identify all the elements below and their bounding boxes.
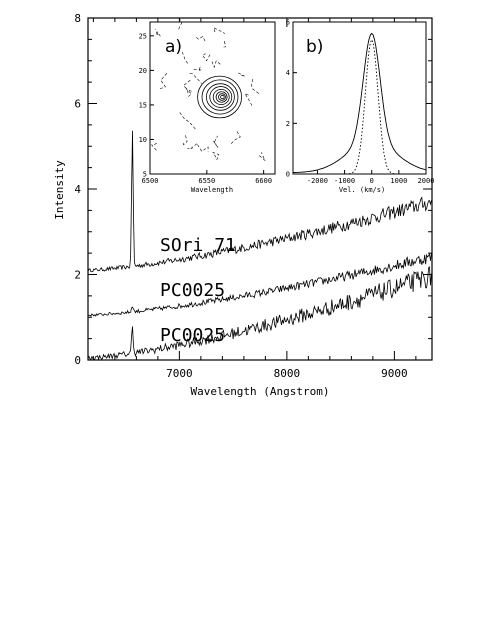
inset-b-panel-label: b) <box>306 37 323 57</box>
y-tick-label: 8 <box>74 12 81 25</box>
noise-contour <box>251 78 259 94</box>
inset-a-frame <box>149 21 276 175</box>
contour-level <box>201 79 239 115</box>
noise-contour <box>185 88 192 99</box>
noise-contour <box>187 143 198 149</box>
inset-a-y-tick-label: 15 <box>139 101 147 109</box>
contour-level <box>209 86 233 108</box>
inset-b-y-tick-label: 0 <box>286 171 290 179</box>
main-labels: SOri 71 PC0025 PC0025 <box>160 235 236 346</box>
noise-contour <box>150 142 158 152</box>
noise-contour <box>177 16 183 30</box>
inset-b-x-tick-label: 0 <box>370 177 374 185</box>
inset-b-x-tick-label: -2000 <box>307 177 328 185</box>
velocity-profile-instrumental <box>293 38 426 175</box>
contour-level <box>212 89 230 106</box>
inset-a-content: 6500 6550 6600 5 10 15 20 25 <box>139 16 272 185</box>
inset-b-y-tick-label: 2 <box>286 120 290 128</box>
noise-contour <box>155 28 161 37</box>
y-axis-label: Intensity <box>53 160 66 220</box>
inset-a-x-axis-label: Wavelength <box>191 186 233 194</box>
contour-level <box>215 91 228 103</box>
inset-a-y-tick-label: 25 <box>139 32 147 40</box>
contour-level <box>197 75 242 119</box>
noise-contour <box>202 53 211 62</box>
noise-contour <box>183 79 191 95</box>
noise-contour <box>181 51 190 66</box>
inset-a-y-tick-label: 10 <box>139 136 147 144</box>
noise-contour <box>182 135 188 146</box>
noise-contour <box>196 36 206 42</box>
spectrum-label: PC0025 <box>160 325 225 346</box>
y-tick-label: 4 <box>74 183 81 196</box>
y-tick-label: 2 <box>74 269 81 282</box>
noise-contour <box>193 64 202 72</box>
noise-contour <box>213 135 219 148</box>
inset-a-y-tick-label: 20 <box>139 67 147 75</box>
noise-contour <box>211 60 222 69</box>
y-tick-label: 6 <box>74 98 81 111</box>
spectrum-label: PC0025 <box>160 280 225 301</box>
x-tick-label: 9000 <box>381 367 408 380</box>
spectrum-line <box>87 252 432 317</box>
noise-contour <box>223 40 226 48</box>
velocity-profile-observed <box>293 32 427 173</box>
inset-b-y-tick-label: 6 <box>286 19 290 27</box>
inset-a-y-tick-label: 5 <box>143 171 147 179</box>
x-axis-label: Wavelength (Angstrom) <box>190 385 329 398</box>
contour-level <box>218 93 226 101</box>
spectrum-line <box>87 266 432 361</box>
noise-contour <box>230 130 241 144</box>
inset-a-panel-label: a) <box>165 37 182 57</box>
inset-b-content: -2000 -1000 0 1000 2000 0 2 4 6 <box>286 19 435 186</box>
noise-contour <box>158 73 168 90</box>
x-tick-label: 8000 <box>274 367 301 380</box>
spectrum-line <box>87 130 432 273</box>
inset-a-x-tick-label: 6550 <box>198 177 215 185</box>
noise-contour <box>189 73 202 84</box>
noise-contour <box>197 144 209 152</box>
inset-b-x-tick-label: 1000 <box>390 177 407 185</box>
inset-b-x-axis-label: Vel. (km/s) <box>339 186 385 194</box>
noise-contour <box>213 27 226 34</box>
noise-contour <box>238 72 245 77</box>
contour-level <box>220 94 225 100</box>
noise-contour <box>179 112 196 130</box>
inset-b-y-tick-label: 4 <box>286 69 290 77</box>
spectrum-label: SOri 71 <box>160 235 236 256</box>
inset-b-x-tick-label: 2000 <box>418 177 435 185</box>
inset-b-x-tick-label: -1000 <box>334 177 355 185</box>
inset-a-x-tick-label: 6500 <box>142 177 159 185</box>
noise-contour <box>212 151 220 161</box>
main-spectra <box>87 130 432 361</box>
y-tick-label: 0 <box>74 354 81 367</box>
x-tick-label: 7000 <box>166 367 193 380</box>
noise-contour <box>244 92 253 106</box>
inset-b-frame <box>292 21 427 175</box>
contour-level <box>205 83 235 111</box>
inset-a-x-tick-label: 6600 <box>255 177 272 185</box>
